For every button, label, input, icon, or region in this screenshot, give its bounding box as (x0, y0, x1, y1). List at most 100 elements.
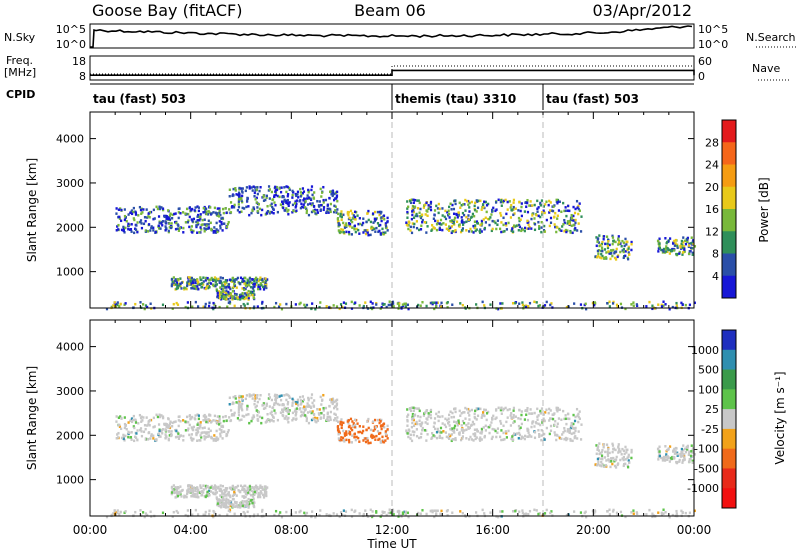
velocity-echo-cell (293, 410, 297, 413)
velocity-echo-cell (536, 418, 539, 421)
velocity-echo-cell (215, 436, 218, 439)
velocity-echo-cell (459, 438, 463, 442)
velocity-echo-cell (349, 427, 353, 430)
power-echo-cell (495, 227, 498, 231)
velocity-echo-cell (259, 486, 262, 489)
velocity-echo-cell (250, 489, 253, 493)
velocity-echo-cell (635, 511, 638, 514)
velocity-echo-cell (540, 434, 543, 437)
power-echo-cell (227, 220, 230, 224)
power-echo-cell (340, 210, 343, 213)
velocity-echo-cell (568, 430, 571, 434)
velocity-echo-cell (306, 405, 309, 408)
power-echo-cell (392, 302, 395, 305)
power-echo-cell (556, 226, 559, 229)
power-echo-cell (383, 218, 386, 221)
velocity-echo-cell (453, 407, 456, 411)
velocity-echo-cell (220, 425, 223, 428)
velocity-echo-cell (527, 435, 530, 438)
power-echo-cell (147, 223, 151, 226)
power-echo-cell (624, 237, 627, 241)
power-echo-cell (170, 283, 174, 286)
power-echo-cell (295, 202, 298, 206)
velocity-echo-cell (606, 510, 609, 513)
power-echo-cell (179, 282, 182, 286)
velocity-echo-cell (477, 407, 480, 411)
power-echo-cell (195, 224, 198, 227)
velocity-echo-cell (198, 427, 201, 430)
power-echo-cell (220, 217, 223, 220)
velocity-echo-cell (299, 399, 302, 402)
velocity-echo-cell (243, 415, 246, 418)
velocity-echo-cell (177, 432, 180, 435)
power-echo-cell (419, 215, 422, 218)
velocity-echo-cell (517, 424, 521, 428)
power-echo-cell (464, 209, 467, 212)
power-echo-cell (252, 185, 255, 188)
power-echo-cell (558, 228, 561, 232)
velocity-echo-cell (369, 441, 372, 445)
velocity-echo-cell (398, 510, 401, 513)
velocity-echo-cell (246, 501, 249, 505)
velocity-echo-cell (300, 410, 303, 414)
power-echo-cell (533, 228, 537, 232)
velocity-echo-cell (450, 439, 453, 443)
velocity-echo-cell (139, 428, 142, 432)
power-echo-cell (248, 187, 251, 190)
velocity-echo-cell (182, 419, 185, 422)
power-echo-cell (427, 204, 430, 207)
power-echo-cell (692, 239, 695, 242)
power-echo-cell (232, 194, 235, 197)
velocity-echo-cell (572, 413, 575, 417)
power-echo-cell (229, 211, 233, 214)
power-echo-cell (251, 293, 254, 297)
power-echo-cell (576, 229, 579, 232)
power-echo-cell (541, 211, 544, 214)
velocity-echo-cell (237, 413, 241, 417)
velocity-echo-cell (271, 406, 275, 409)
power-echo-cell (620, 244, 623, 248)
velocity-echo-cell (463, 429, 466, 432)
velocity-echo-cell (611, 450, 614, 454)
power-echo-cell (671, 242, 675, 245)
power-echo-cell (595, 236, 598, 239)
power-echo-cell (229, 201, 233, 204)
power-echo-cell (545, 218, 548, 222)
velocity-echo-cell (141, 419, 144, 422)
velocity-echo-cell (412, 409, 415, 412)
power-echo-cell (228, 302, 232, 305)
velocity-colorbar-tick-label: -25 (701, 423, 719, 436)
velocity-echo-cell (504, 406, 507, 410)
velocity-echo-cell (254, 397, 257, 400)
power-echo-cell (224, 283, 227, 286)
velocity-echo-cell (403, 510, 406, 514)
velocity-echo-cell (278, 395, 281, 398)
power-echo-cell (483, 304, 486, 307)
velocity-echo-cell (130, 420, 134, 424)
velocity-echo-cell (691, 451, 694, 454)
velocity-echo-cell (313, 399, 316, 402)
power-echo-cell (409, 225, 412, 229)
velocity-echo-cell (396, 510, 399, 513)
velocity-echo-cell (409, 437, 412, 440)
velocity-echo-cell (669, 456, 672, 460)
power-echo-cell (526, 210, 530, 214)
power-echo-cell (475, 228, 478, 231)
velocity-echo-cell (498, 435, 502, 439)
power-echo-cell (146, 305, 149, 309)
power-echo-cell (526, 198, 529, 202)
power-echo-cell (225, 279, 229, 282)
power-echo-cell (462, 213, 466, 217)
velocity-echo-cell (624, 515, 627, 519)
power-echo-cell (514, 207, 517, 210)
power-echo-cell (518, 302, 521, 305)
power-echo-cell (235, 286, 238, 289)
power-echo-cell (189, 276, 192, 279)
power-echo-cell (491, 219, 494, 223)
noise-right-label: N.Search (746, 31, 796, 44)
velocity-echo-cell (621, 457, 624, 460)
velocity-echo-cell (217, 485, 220, 489)
velocity-echo-cell (453, 424, 457, 428)
velocity-echo-cell (676, 454, 679, 457)
power-echo-cell (302, 190, 306, 193)
